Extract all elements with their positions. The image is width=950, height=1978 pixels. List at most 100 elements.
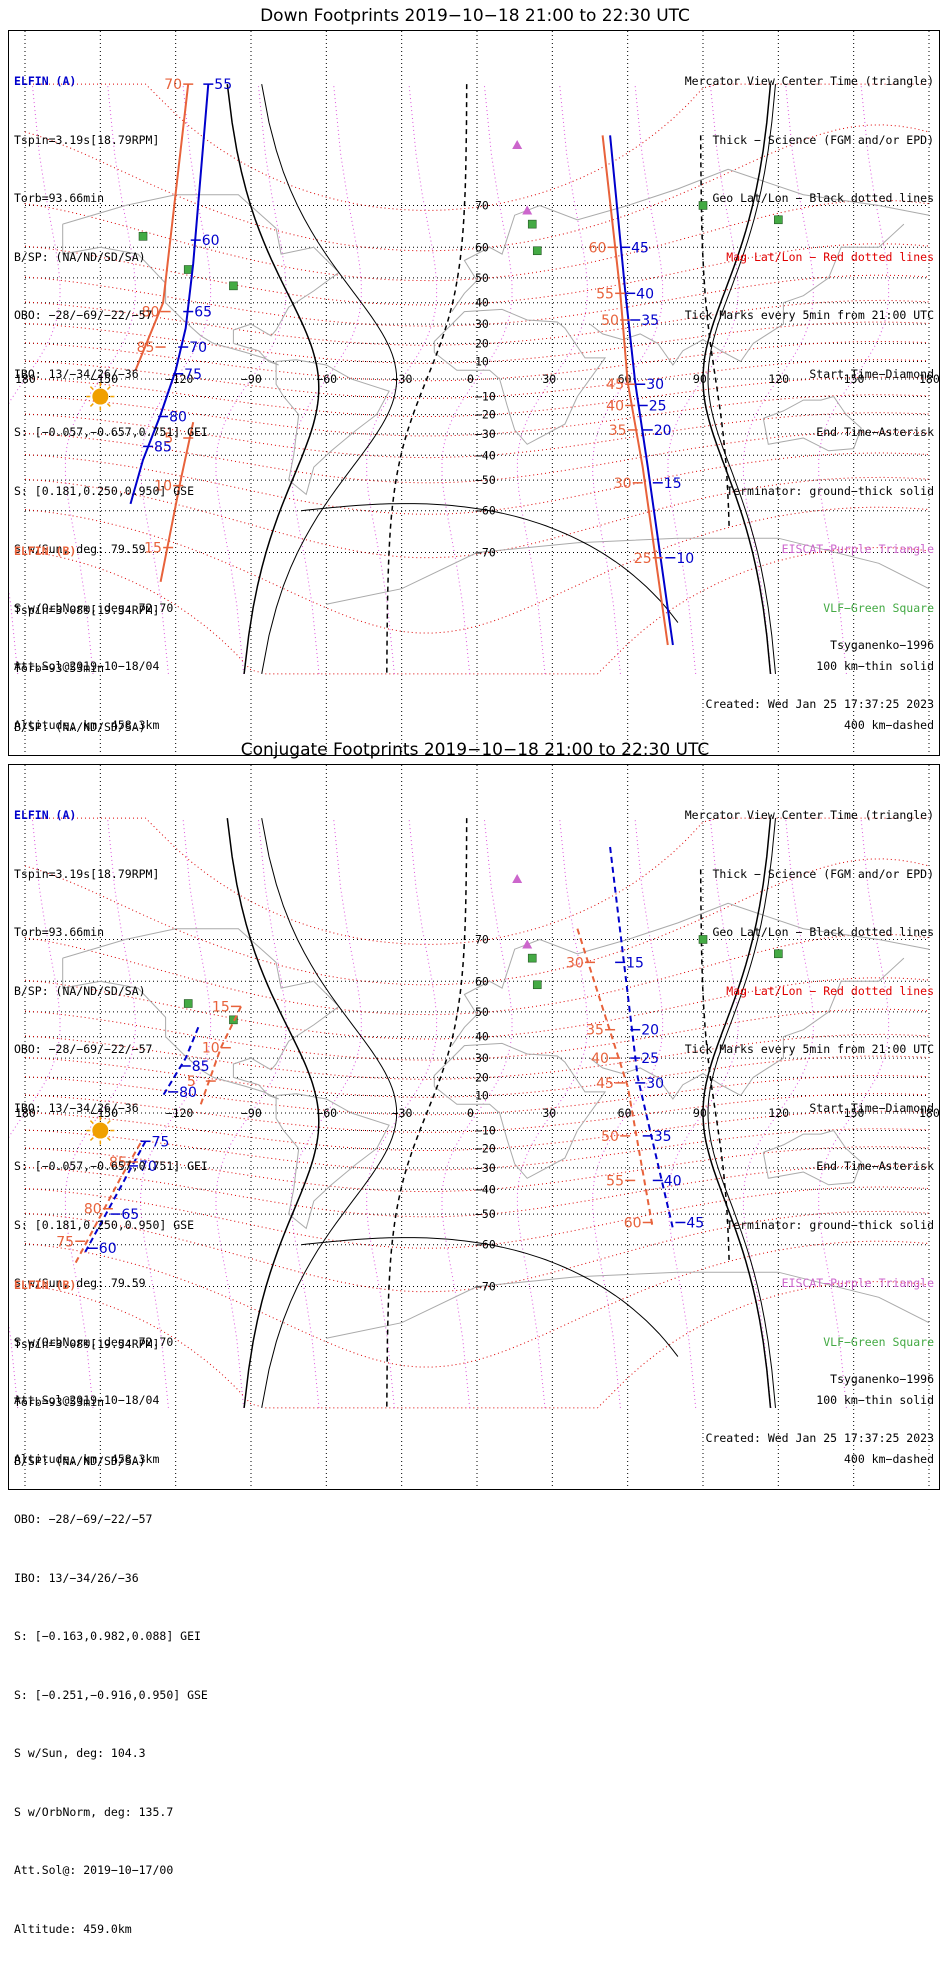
time-tick-label: 45 — [596, 1076, 614, 1092]
time-tick-label: 50 — [601, 313, 619, 329]
lon-tick-label: 180 — [919, 372, 939, 386]
lon-tick-label: 90 — [693, 1106, 707, 1120]
time-tick-label: 20 — [641, 1023, 659, 1039]
lat-tick-label: −50 — [475, 473, 496, 487]
lat-tick-label: 10 — [475, 1088, 489, 1102]
vlf-station-marker — [532, 980, 542, 990]
coastline — [433, 1042, 607, 1179]
footprint-track — [74, 1142, 142, 1265]
top-chart-title: Down Footprints 2019−10−18 21:00 to 22:3… — [260, 6, 690, 26]
time-tick-label: 50 — [601, 1129, 619, 1145]
sun-ray — [89, 1137, 94, 1141]
time-tick-label: 10 — [154, 479, 172, 495]
lat-tick-label: −60 — [475, 504, 496, 518]
time-tick-label: 15 — [626, 955, 644, 971]
elfin-a-line: IBO: 13/−34/26/−36 — [14, 1100, 139, 1115]
elfin-b-header: ELFIN (B) — [14, 544, 77, 558]
legend-item: Tick Marks every 5min from 21:00 UTC — [684, 308, 934, 322]
lon-tick-label: 150 — [844, 1106, 865, 1120]
legend-item: End Time−Asterisk — [816, 425, 934, 439]
coastline — [326, 537, 930, 605]
mag-parallel — [24, 1165, 930, 1218]
time-tick-label: 80 — [84, 1202, 102, 1218]
time-tick-label: 40 — [591, 1051, 609, 1067]
sun-ray — [106, 403, 111, 407]
legend-item: Mag Lat/Lon − Red dotted lines — [726, 983, 934, 998]
conjugate-footprints-panel: 180 −150 −120 −90 −60 −30 0 30 60 90 120 150 180 70 60… — [8, 764, 940, 1936]
sun-icon — [92, 388, 109, 405]
lat-tick-label: 40 — [475, 296, 489, 310]
legend-item: Thick − Science (FGM and/or EPD) — [712, 866, 934, 881]
lat-tick-label: −10 — [475, 390, 496, 404]
time-tick-label: 10 — [202, 1041, 220, 1057]
elfin-b-line: S w/OrbNorm, deg: 135.7 — [14, 1804, 174, 1819]
sun-ray — [106, 386, 111, 391]
lon-tick-label: −120 — [166, 1106, 194, 1120]
elfin-b-line: B/SP: (NA/ND/SD/SA) — [14, 719, 146, 734]
terminator-400km-west — [386, 818, 468, 1408]
created-label: Created: Wed Jan 25 17:37:25 2023 — [705, 1430, 934, 1445]
lat-tick-label: −40 — [475, 448, 496, 462]
elfin-b-line: B/SP: (NA/ND/SD/SA) — [14, 1453, 146, 1468]
model-label: Tsyganenko−1996 — [830, 1372, 934, 1386]
elfin-a-header: ELFIN (A) — [14, 74, 77, 88]
lat-tick-label: 40 — [475, 1030, 489, 1044]
eiscat-marker — [522, 205, 533, 215]
time-tick-label: 40 — [664, 1173, 682, 1189]
elfin-a-line: OBO: −28/−69/−22/−57 — [14, 308, 153, 322]
legend-item: Start Time−Diamond — [809, 366, 934, 381]
elfin-a-line: IBO: 13/−34/26/−36 — [14, 366, 139, 381]
elfin-a-line: S: [−0.057,−0.657,0.751] GEI — [14, 1159, 208, 1173]
elfin-a-line: S w/OrbNorm, deg: 72.70 — [14, 1334, 174, 1349]
terminator-400km-west — [386, 84, 468, 674]
mag-parallel — [24, 1210, 930, 1293]
map-legend: Mercator View Center Time (triangle) Thi… — [685, 767, 934, 1508]
legend-item: Start Time−Diamond — [809, 1100, 934, 1115]
mag-parallel — [24, 1281, 930, 1409]
footprint-track — [576, 928, 654, 1229]
down-footprints-map: 180 −150 −120 −90 −60 −30 0 30 60 90 120 150 180 70 60… — [9, 31, 939, 755]
elfin-b-line: S w/Sun, deg: 104.3 — [14, 1746, 146, 1760]
sun-ray — [89, 1120, 94, 1125]
lat-tick-label: 50 — [475, 1005, 489, 1019]
lat-tick-label: 60 — [475, 240, 489, 254]
legend-item: EISCAT−Purple Triangle — [781, 1276, 934, 1290]
time-tick-label: 60 — [99, 1241, 117, 1257]
lat-tick-label: 10 — [475, 354, 489, 368]
coastline — [433, 308, 607, 445]
vlf-station-marker — [183, 999, 193, 1008]
sun-ray — [89, 386, 94, 391]
time-tick-label: 25 — [634, 551, 652, 567]
time-tick-label: 75 — [56, 1234, 74, 1250]
legend-item: End Time−Asterisk — [816, 1159, 934, 1173]
model-label: Tsyganenko−1996 — [830, 638, 934, 652]
time-tick-label: 5 — [187, 1074, 196, 1090]
time-tick-label: 35 — [586, 1023, 604, 1039]
coastline — [451, 902, 930, 1046]
time-tick-label: 30 — [566, 955, 584, 971]
legend-item: VLF−Green Square — [823, 600, 934, 615]
terminator-100km-west — [261, 818, 398, 1408]
lat-tick-label: 30 — [475, 317, 489, 331]
mag-parallel — [24, 933, 930, 1016]
lon-tick-label: −90 — [241, 372, 262, 386]
time-tick-label: 30 — [646, 1076, 664, 1092]
mag-parallel — [24, 858, 930, 986]
mag-parallel — [24, 199, 930, 282]
lat-tick-label: 60 — [475, 974, 489, 988]
lon-tick-label: −120 — [166, 372, 194, 386]
legend-item: 100 km−thin solid — [816, 1393, 934, 1407]
time-tick-label: 30 — [646, 377, 664, 393]
conjugate-footprints-map: 180 −150 −120 −90 −60 −30 0 30 60 90 120 150 180 70 60… — [9, 765, 939, 1489]
lon-tick-label: 0 — [467, 372, 474, 386]
created-label: Created: Wed Jan 25 17:37:25 2023 — [705, 696, 934, 711]
mag-parallel — [24, 1008, 930, 1061]
lon-tick-label: 90 — [693, 372, 707, 386]
lon-tick-label: 30 — [542, 1106, 556, 1120]
sun-icon — [92, 1122, 109, 1139]
elfin-a-info: ELFIN (A) Tspin=3.19s[18.79RPM] Torb=93.… — [14, 33, 208, 774]
legend-item: EISCAT−Purple Triangle — [781, 542, 934, 556]
time-tick-label: 80 — [142, 305, 160, 321]
lat-tick-label: −40 — [475, 1182, 496, 1196]
lon-tick-label: 120 — [768, 372, 789, 386]
